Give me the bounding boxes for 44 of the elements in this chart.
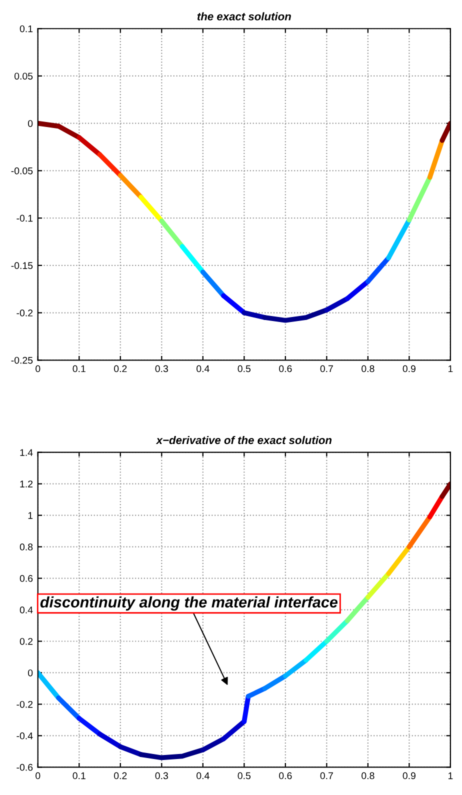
y-tick-label: -0.15 [11,262,33,270]
y-tick-label: 0 [28,669,33,676]
x-tick-label: 0.5 [238,772,251,780]
x-tick-label: 0.9 [402,365,416,372]
x-tick-label: 0.3 [155,365,168,372]
y-tick-label: -0.4 [16,732,33,740]
y-tick-label: 0.1 [20,25,33,32]
x-tick-label: 0.4 [196,365,210,372]
x-tick-label: 0 [36,365,40,372]
y-tick-label: -0.2 [16,310,33,316]
x-tick-label: 0.8 [362,365,374,372]
y-tick-label: 0 [28,120,33,127]
y-tick-label: 0.05 [14,72,33,80]
x-tick-label: 0.7 [320,365,333,372]
x-tick-label: 0.2 [114,772,127,780]
x-tick-label: 0.5 [238,365,251,372]
chart-title: the exact solution [197,12,291,20]
chart-title: x−derivative of the exact solution [156,436,332,444]
annotation: discontinuity along the material interface [40,596,338,611]
y-tick-label: 0.4 [20,606,33,614]
x-tick-label: 1 [448,365,453,372]
x-tick-label: 0.4 [196,772,210,780]
x-tick-label: 0.6 [279,772,292,780]
y-tick-label: 1 [28,512,33,519]
y-tick-label: -0.25 [11,356,33,364]
y-tick-label: -0.1 [16,214,33,222]
x-tick-label: 0 [36,772,40,780]
x-tick-label: 0.8 [362,772,374,780]
x-tick-label: 0.6 [279,365,292,372]
x-tick-label: 0.7 [320,772,333,780]
y-tick-label: 1.4 [20,449,33,456]
x-tick-label: 1 [448,772,453,780]
y-tick-label: -0.05 [11,167,33,174]
x-tick-label: 0.1 [72,365,86,372]
x-tick-label: 0.2 [114,365,127,372]
x-tick-label: 0.9 [402,772,416,780]
y-tick-label: 0.2 [20,638,33,645]
x-tick-label: 0.1 [72,772,86,780]
y-tick-label: -0.6 [16,764,33,771]
y-tick-label: 0.6 [20,575,33,582]
y-tick-label: -0.2 [16,700,33,708]
x-tick-label: 0.3 [155,772,168,780]
y-tick-label: 0.8 [20,544,33,550]
y-tick-label: 1.2 [20,480,33,488]
